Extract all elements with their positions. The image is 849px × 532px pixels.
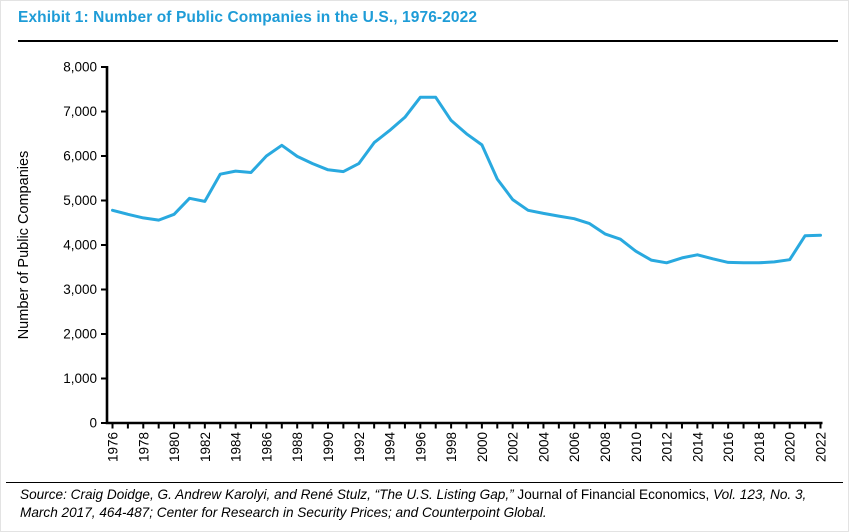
x-tick-label: 2020 [783,432,798,462]
x-tick-label: 2004 [536,432,551,463]
y-tick-label: 2,000 [63,327,97,342]
x-tick-label: 1996 [413,432,428,462]
x-tick-label: 1998 [444,432,459,462]
source-citation-journal: Journal of Financial Economics, [517,487,710,502]
x-tick-label: 1982 [198,432,213,462]
title-divider-line [18,40,838,42]
x-tick-label: 2000 [475,432,490,462]
x-tick-label: 2010 [629,432,644,462]
source-citation: Source: Craig Doidge, G. Andrew Karolyi,… [20,486,838,522]
x-tick-label: 1990 [321,432,336,462]
y-axis: 0 1,000 2,000 3,000 4,000 5,000 6,000 7,000 8,00… [63,60,107,431]
y-axis-title: Number of Public Companies [16,151,32,340]
source-citation-part1: Source: Craig Doidge, G. Andrew Karolyi,… [20,487,518,502]
x-tick-label: 2006 [567,432,582,462]
y-tick-label: 5,000 [63,193,97,208]
series-line [111,95,822,265]
x-tick-label: 2016 [721,432,736,462]
axes [105,66,823,425]
exhibit-title: Exhibit 1: Number of Public Companies in… [18,9,478,26]
x-tick-label: 1976 [106,432,121,462]
y-tick-label: 4,000 [63,238,97,253]
y-tick-label: 8,000 [63,60,97,75]
x-tick-label: 2018 [752,432,767,462]
x-tick-label: 1994 [383,432,398,463]
x-tick-label: 1988 [290,432,305,462]
x-tick-label: 1980 [167,432,182,462]
y-tick-label: 1,000 [63,371,97,386]
x-axis: 1976 1978 1980 1982 1984 1986 1988 1990 1992 1994… [106,423,828,463]
x-tick-label: 1992 [352,432,367,462]
x-tick-label: 2014 [690,432,705,463]
x-tick-label: 2008 [598,432,613,462]
y-tick-label: 3,000 [63,282,97,297]
line-chart-figure: 0 1,000 2,000 3,000 4,000 5,000 6,000 7,000 8,00… [0,46,849,480]
x-tick-label: 1978 [136,432,151,462]
x-tick-label: 2002 [506,432,521,462]
x-tick-label: 1986 [259,432,274,462]
x-tick-label: 1984 [229,432,244,463]
source-citation-part3: Vol. 123, No. 3, March 2017, 464-487; Ce… [20,487,807,520]
y-tick-label: 7,000 [63,104,97,119]
x-tick-label: 2022 [813,432,828,462]
footer-divider-line [6,482,843,483]
y-tick-label: 6,000 [63,149,97,164]
y-tick-label: 0 [89,416,97,431]
number-of-public-companies-chart: 0 1,000 2,000 3,000 4,000 5,000 6,000 7,000 8,00… [16,60,828,463]
x-tick-label: 2012 [660,432,675,462]
